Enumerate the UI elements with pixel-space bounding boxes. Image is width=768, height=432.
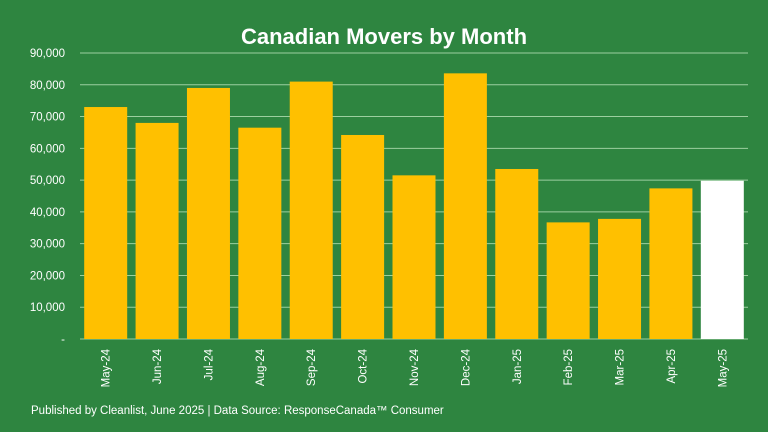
x-tick-label: Aug-24 [255, 348, 267, 386]
x-tick-label: Dec-24 [460, 348, 472, 386]
x-tick-label: May-25 [717, 349, 729, 387]
y-tick-label: - [61, 334, 65, 346]
bar [135, 122, 179, 340]
bar [700, 180, 744, 339]
x-tick-label: Jan-25 [512, 349, 524, 384]
y-tick-label: 40,000 [30, 207, 65, 219]
y-tick-label: 70,000 [30, 112, 65, 124]
source-note: Published by Cleanlist, June 2025 | Data… [31, 405, 444, 417]
y-tick-label: 20,000 [30, 270, 65, 282]
y-tick-label: 30,000 [30, 239, 65, 251]
y-tick-label: 90,000 [30, 48, 65, 60]
bar [598, 218, 642, 339]
x-tick-label: Nov-24 [409, 348, 421, 386]
x-tick-label: Apr-25 [666, 349, 678, 384]
bar [443, 73, 487, 340]
x-tick-label: Jul-24 [203, 348, 215, 380]
y-tick-label: 50,000 [30, 175, 65, 187]
x-tick-label: May-24 [101, 348, 113, 387]
bar [546, 222, 590, 339]
bar [341, 134, 385, 339]
y-tick-label: 80,000 [30, 80, 65, 92]
x-tick-label: Feb-25 [563, 349, 575, 385]
bar [238, 127, 282, 339]
bar [289, 81, 333, 339]
bar [649, 188, 693, 339]
x-tick-label: Oct-24 [358, 348, 370, 383]
y-tick-label: 10,000 [30, 302, 65, 314]
y-tick-label: 60,000 [30, 143, 65, 155]
x-tick-label: Mar-25 [615, 349, 627, 385]
bar [392, 175, 436, 339]
x-tick-label: Sep-24 [306, 348, 318, 386]
bar [186, 87, 230, 339]
bar [495, 168, 539, 339]
chart-title: Canadian Movers by Month [240, 24, 528, 49]
bar [84, 107, 128, 340]
x-tick-label: Jun-24 [152, 348, 164, 384]
